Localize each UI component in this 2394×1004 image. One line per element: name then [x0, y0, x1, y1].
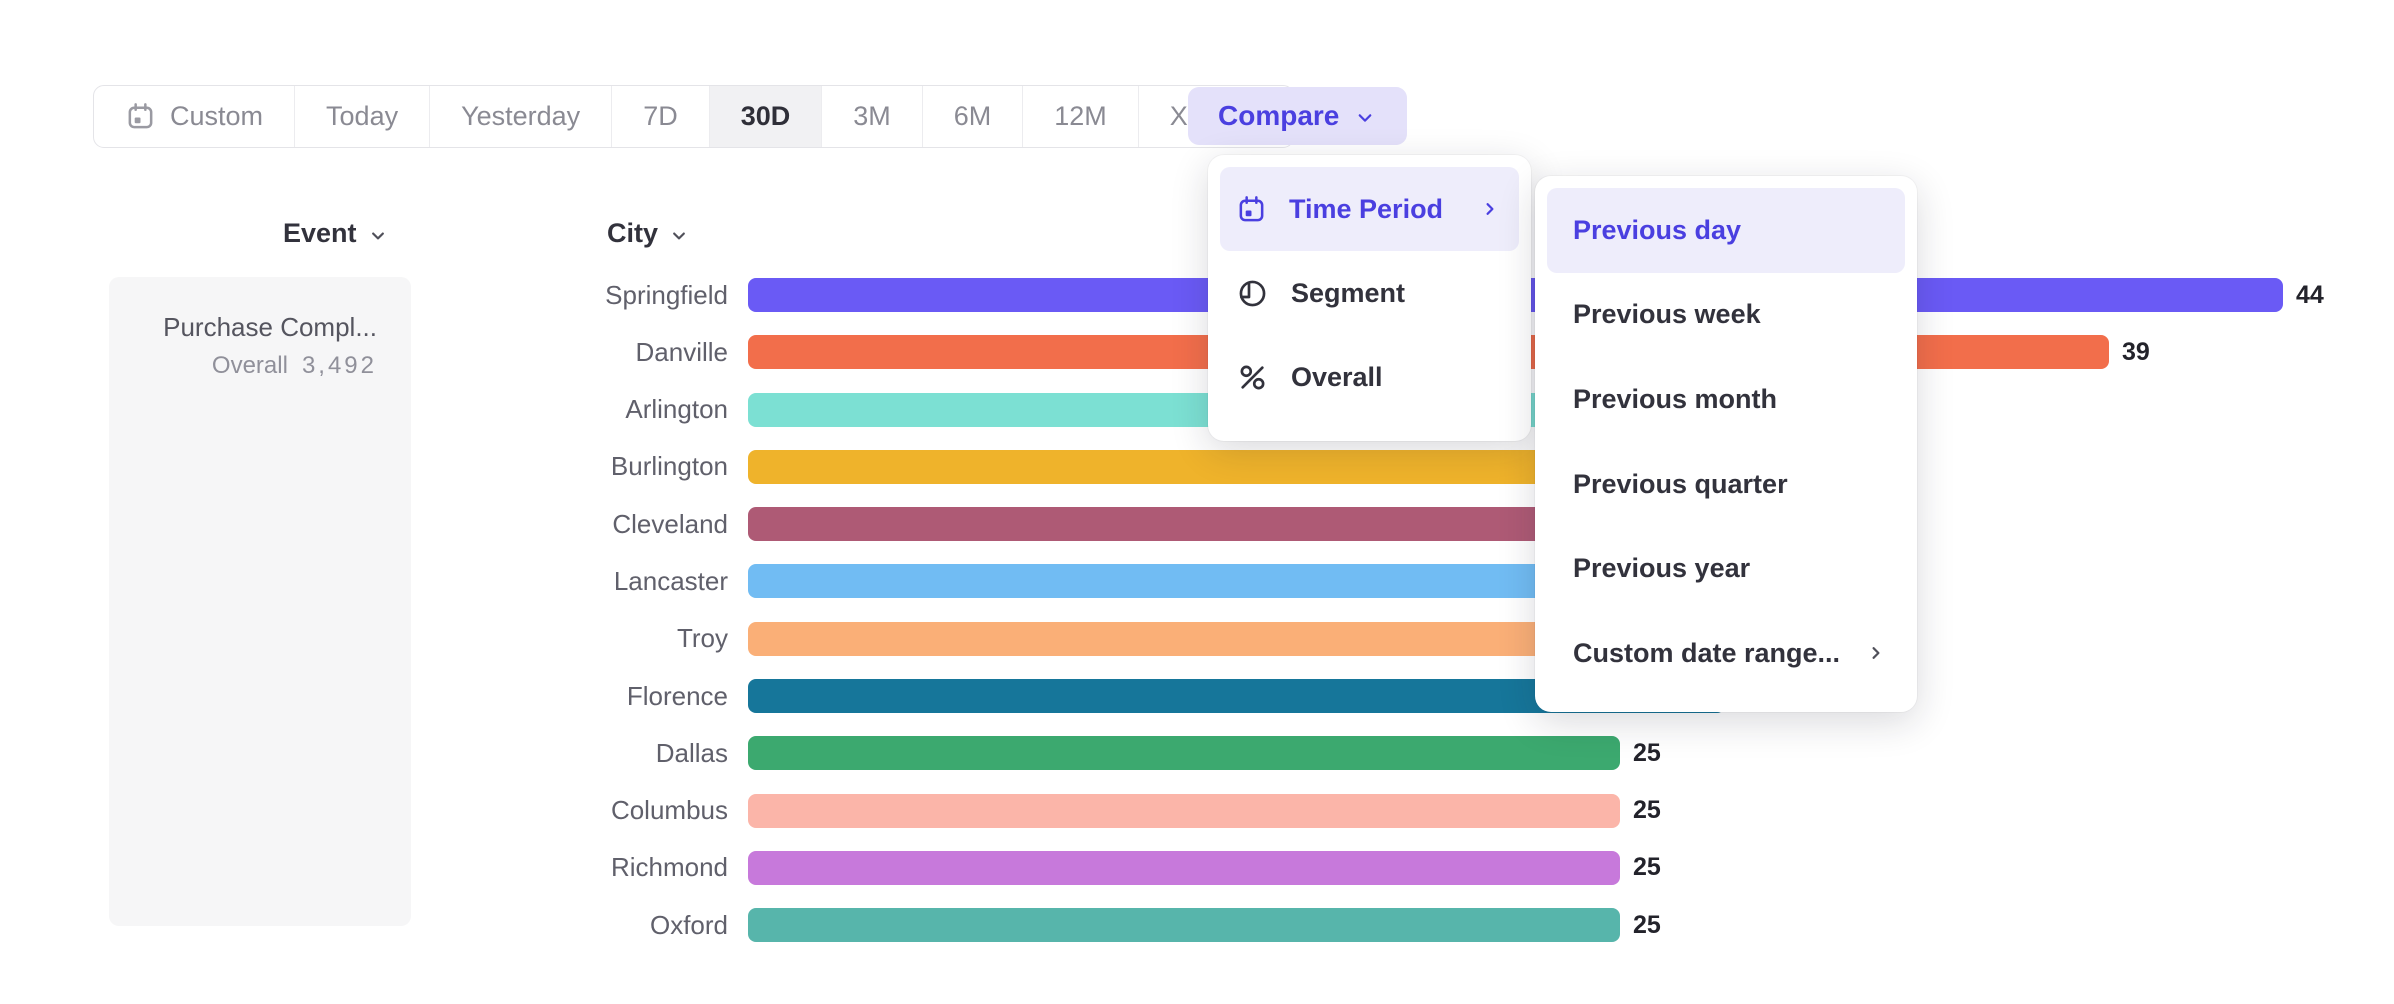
menu-item-label: Previous week: [1573, 299, 1761, 330]
category-label: Richmond: [610, 852, 728, 883]
chart-row: Oxford 25: [420, 908, 2324, 943]
percent-icon: [1236, 361, 1269, 394]
chart-row: Troy: [420, 621, 2324, 656]
date-range-label: 6M: [953, 101, 992, 131]
event-panel: Purchase Compl... Overall 3,492: [109, 277, 411, 926]
bar-value-label: 25: [1633, 910, 1661, 939]
date-range-label: Yesterday: [461, 101, 581, 131]
event-column-label: Event: [283, 218, 357, 248]
overall-value: 3,492: [301, 352, 377, 379]
category-label: Oxford: [649, 909, 728, 940]
chevron-right-icon: [1865, 642, 1887, 664]
menu-item-label: Previous month: [1573, 383, 1778, 414]
menu-item-segment[interactable]: Segment: [1220, 251, 1519, 335]
menu-item-overall[interactable]: Overall: [1220, 335, 1519, 419]
chevron-down-icon: [367, 225, 389, 247]
segment-icon: [1236, 277, 1269, 310]
category-label: Dallas: [655, 737, 728, 768]
event-card[interactable]: Purchase Compl... Overall 3,492: [109, 277, 411, 380]
chart-row: Dallas 25: [420, 736, 2324, 771]
event-name: Purchase Compl...: [163, 312, 377, 342]
city-column-header[interactable]: City: [607, 218, 690, 249]
date-range-label: 3M: [853, 101, 891, 131]
menu-item-label: Overall: [1291, 361, 1383, 392]
bar-richmond[interactable]: [748, 850, 1620, 885]
menu-item-label: Previous quarter: [1573, 468, 1788, 499]
bar-dallas[interactable]: [748, 736, 1620, 771]
compare-button[interactable]: Compare: [1188, 87, 1408, 145]
chart-row: Burlington: [420, 449, 2324, 484]
compare-button-label: Compare: [1218, 100, 1340, 131]
date-range-7d[interactable]: 7D: [612, 86, 710, 147]
menu-item-previous-year[interactable]: Previous year: [1547, 526, 1905, 611]
chart-row: Cleveland: [420, 507, 2324, 542]
chart-row: Lancaster: [420, 564, 2324, 599]
overall-label: Overall: [211, 352, 288, 379]
date-range-label: Custom: [170, 101, 264, 131]
bar-oxford[interactable]: [748, 908, 1620, 943]
chevron-down-icon: [1353, 106, 1377, 130]
date-range-toolbar: CustomTodayYesterday7D30D3M6M12MXTD: [93, 85, 1294, 148]
bar-value-label: 25: [1633, 738, 1661, 767]
menu-item-label: Previous year: [1573, 553, 1751, 584]
chart-row: Florence: [420, 679, 2324, 714]
bar-value-label: 39: [2122, 337, 2150, 366]
chart-row: Richmond 25: [420, 850, 2324, 885]
date-range-label: 7D: [643, 101, 678, 131]
date-range-label: Today: [326, 101, 399, 131]
chevron-right-icon: [1479, 198, 1501, 220]
menu-item-label: Segment: [1291, 277, 1406, 308]
time-period-menu: Previous day Previous week Previous month P…: [1535, 176, 1917, 712]
menu-item-custom-date-range[interactable]: Custom date range...: [1547, 611, 1905, 696]
calendar-icon: [1236, 194, 1267, 225]
category-label: Cleveland: [612, 508, 728, 539]
category-label: Burlington: [610, 451, 728, 482]
date-range-30d[interactable]: 30D: [709, 86, 823, 147]
bar-columbus[interactable]: [748, 793, 1620, 828]
bar-value-label: 44: [2296, 280, 2324, 309]
chevron-down-icon: [668, 225, 690, 247]
menu-item-previous-quarter[interactable]: Previous quarter: [1547, 442, 1905, 527]
menu-item-previous-day[interactable]: Previous day: [1547, 188, 1905, 273]
date-range-6m[interactable]: 6M: [923, 86, 1024, 147]
calendar-icon: [125, 101, 156, 132]
category-label: Arlington: [625, 394, 728, 425]
event-column-header[interactable]: Event: [283, 218, 389, 249]
chart-row: Columbus 25: [420, 793, 2324, 828]
date-range-yesterday[interactable]: Yesterday: [430, 86, 613, 147]
date-range-today[interactable]: Today: [295, 86, 431, 147]
date-range-custom[interactable]: Custom: [94, 86, 296, 147]
event-overall-row: Overall 3,492: [129, 352, 377, 380]
menu-item-label: Custom date range...: [1573, 637, 1841, 668]
category-label: Troy: [676, 623, 728, 654]
category-label: Columbus: [610, 795, 728, 826]
bar-value-label: 25: [1633, 796, 1661, 825]
category-label: Lancaster: [613, 565, 728, 596]
compare-menu: Time Period Segment Overall: [1208, 155, 1531, 441]
date-range-3m[interactable]: 3M: [822, 86, 923, 147]
category-label: Danville: [635, 336, 729, 367]
city-column-label: City: [607, 218, 659, 248]
category-label: Florence: [626, 680, 728, 711]
date-range-label: 12M: [1054, 101, 1107, 131]
menu-item-previous-month[interactable]: Previous month: [1547, 357, 1905, 442]
menu-item-label: Previous day: [1573, 214, 1742, 245]
date-range-12m[interactable]: 12M: [1023, 86, 1139, 147]
bar-value-label: 25: [1633, 853, 1661, 882]
menu-item-time-period[interactable]: Time Period: [1220, 167, 1519, 251]
date-range-label: 30D: [740, 101, 791, 131]
menu-item-previous-week[interactable]: Previous week: [1547, 273, 1905, 358]
menu-item-label: Time Period: [1289, 193, 1444, 224]
category-label: Springfield: [605, 279, 728, 310]
